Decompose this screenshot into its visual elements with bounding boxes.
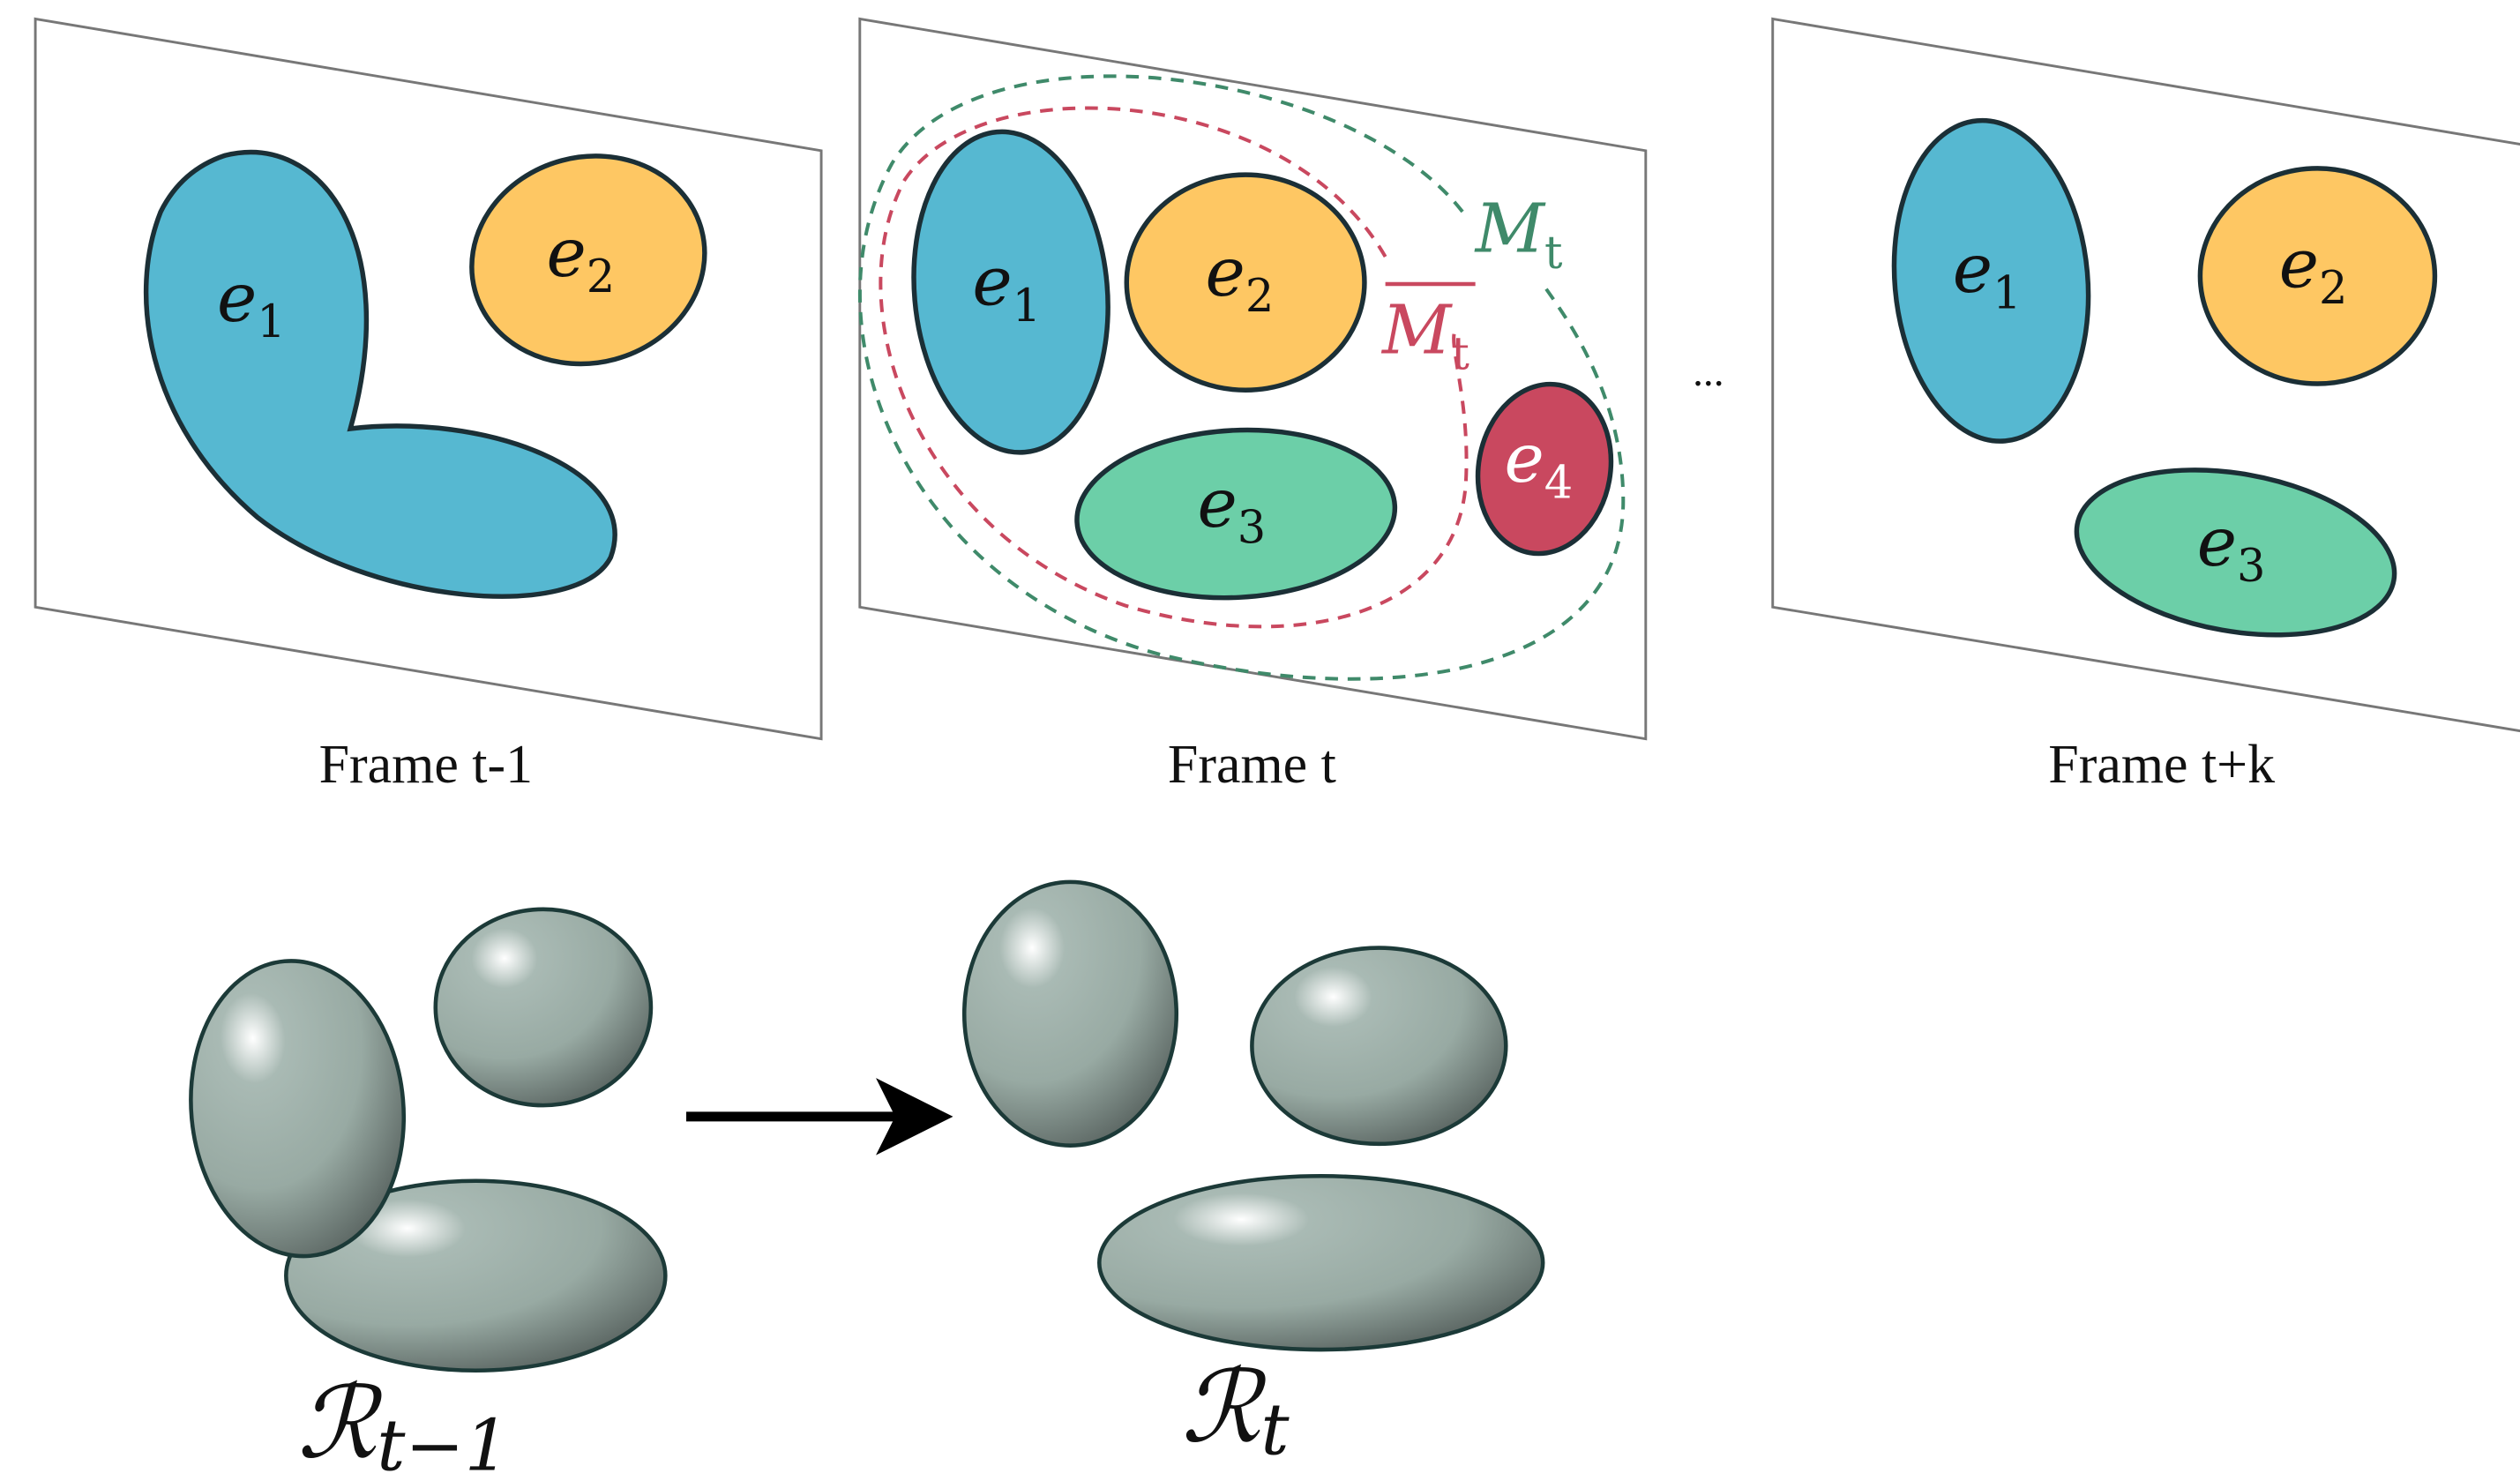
- blob: [1097, 1174, 1545, 1352]
- entity-shape: [1891, 117, 2091, 444]
- entity-shape: [1074, 427, 1398, 601]
- representation-index: t−1: [377, 1405, 509, 1481]
- representation-label: ℛt−1: [297, 1365, 509, 1481]
- entity-label: e1: [972, 243, 1041, 333]
- blob: [189, 959, 407, 1259]
- entity-index: 2: [1245, 271, 1274, 323]
- entity-label: e2: [547, 214, 616, 303]
- entity-index: 4: [1544, 457, 1573, 509]
- frame: e1 e2 e3 e4 Mt Mt Frame t: [857, 17, 1648, 795]
- mask-label: Mt: [1380, 291, 1469, 380]
- entity-shape: [1475, 381, 1614, 557]
- frame-caption: Frame t: [1168, 735, 1336, 795]
- blob: [284, 1178, 668, 1373]
- mask-outline: [857, 74, 1626, 681]
- entity-label: e2: [2279, 226, 2348, 315]
- entity-index: 2: [587, 251, 615, 303]
- entity-index: 1: [257, 296, 285, 348]
- representation-label: ℛt: [1181, 1349, 1290, 1471]
- frame: e1 e2 Frame t-1: [34, 17, 823, 795]
- representation-index: t: [1260, 1388, 1290, 1470]
- entity-letter: e: [547, 214, 587, 293]
- entity-shape: [143, 149, 617, 599]
- entity-index: 3: [2237, 541, 2265, 593]
- blob: [433, 907, 654, 1108]
- representation: ℛt−1: [189, 907, 668, 1481]
- frame-caption: Frame t+k: [2048, 735, 2275, 795]
- mask-letter: M: [1380, 291, 1453, 370]
- entity-letter: e: [2197, 504, 2237, 582]
- entity-label: e3: [2197, 504, 2266, 593]
- frame-caption: Frame t-1: [319, 735, 534, 795]
- mask-index: t: [1451, 329, 1469, 381]
- mask-label: Mt: [1474, 191, 1563, 280]
- entity-index: 2: [2319, 263, 2347, 315]
- representation-letter: ℛ: [1181, 1349, 1267, 1465]
- entity-label: e2: [1206, 234, 1275, 323]
- mask-index: t: [1544, 228, 1563, 280]
- mask-letter: M: [1474, 191, 1546, 269]
- entity-shape: [2074, 467, 2397, 638]
- entity-letter: e: [1206, 234, 1245, 312]
- entity-letter: e: [1504, 420, 1544, 498]
- representation: ℛt: [961, 879, 1545, 1471]
- entity-letter: e: [1953, 230, 1993, 309]
- entity-letter: e: [972, 243, 1012, 322]
- frame: e1 e2 e3 Frame t+k: [1771, 17, 2520, 795]
- mask-outline: [879, 106, 1469, 629]
- entity-shape: [1124, 172, 1367, 393]
- representation-letter: ℛ: [297, 1365, 383, 1481]
- entity-index: 1: [1993, 267, 2021, 319]
- entity-index: 3: [1238, 502, 1266, 554]
- entity-label: e3: [1197, 465, 1266, 554]
- entity-label: e1: [1953, 230, 2022, 319]
- entity-shape: [2197, 166, 2438, 386]
- entity-shape: [469, 153, 707, 367]
- entity-letter: e: [1197, 465, 1237, 543]
- entity-label: e4: [1504, 420, 1573, 509]
- entity-letter: e: [2279, 226, 2319, 304]
- frame-plane: [1771, 17, 2520, 733]
- frame-plane: [34, 17, 823, 741]
- entity-shape: [911, 129, 1110, 455]
- entity-index: 1: [1013, 280, 1041, 333]
- entity-label: e1: [217, 259, 286, 348]
- ellipsis: ...: [1693, 349, 1724, 395]
- entity-letter: e: [217, 259, 257, 338]
- blob: [1250, 946, 1508, 1147]
- blob: [961, 879, 1179, 1148]
